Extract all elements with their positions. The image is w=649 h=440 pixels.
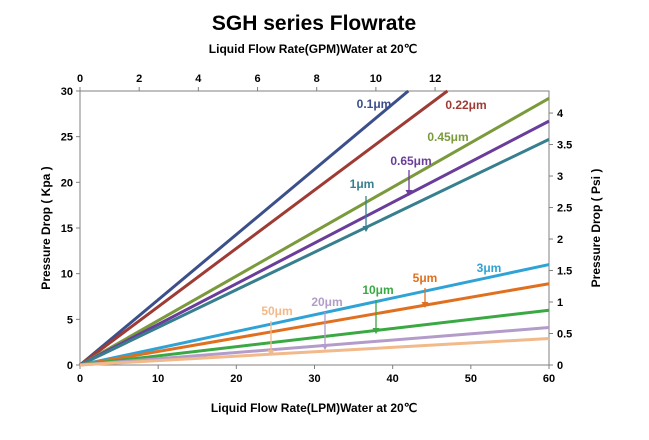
top-tick-label: 10 (370, 73, 382, 85)
bottom-tick-label: 30 (308, 373, 320, 385)
left-axis-title: Pressure Drop ( Kpa ) (39, 166, 53, 289)
left-tick-label: 0 (67, 360, 73, 372)
right-tick-label: 1.5 (557, 266, 572, 278)
bottom-axis-title: Liquid Flow Rate(LPM)Water at 20℃ (211, 401, 417, 415)
ticks-layer: 0 10 20 30 40 50 600 2 4 6 8 10 1205101520253000.511… (61, 73, 573, 385)
series-label: 50μm (261, 304, 292, 318)
label-arrow-head (321, 344, 329, 350)
top-axis-title: Liquid Flow Rate(GPM)Water at 20℃ (209, 42, 417, 56)
series-label: 0.65μm (390, 154, 431, 168)
labels-layer: 0.1μm 0.22μm 0.45μm 0.65μm 1μm 3μm 5μm 10μm 20μm… (261, 97, 501, 356)
top-tick-label: 8 (314, 73, 320, 85)
top-tick-label: 2 (136, 73, 142, 85)
top-tick-label: 4 (195, 73, 202, 85)
series-line (79, 119, 550, 367)
series-label: 10μm (362, 283, 393, 297)
series-line (79, 337, 550, 367)
right-tick-label: 4 (557, 108, 564, 120)
series-label: 5μm (413, 271, 438, 285)
right-tick-label: 3.5 (557, 140, 572, 152)
label-arrow-head (405, 190, 413, 196)
right-tick-label: 3 (557, 171, 563, 183)
left-tick-label: 10 (61, 269, 73, 281)
label-arrow-head (362, 226, 370, 232)
series-label: 0.22μm (445, 98, 486, 112)
right-tick-label: 0.5 (557, 329, 572, 341)
label-arrow-head (267, 350, 275, 356)
series-layer (79, 89, 550, 367)
series-line (79, 97, 550, 367)
left-tick-label: 25 (61, 132, 73, 144)
top-tick-label: 0 (77, 73, 83, 85)
top-tick-label: 12 (429, 73, 441, 85)
right-axis-title: Pressure Drop ( Psi ) (589, 169, 603, 288)
right-tick-label: 2.5 (557, 203, 572, 215)
series-line (79, 89, 449, 367)
right-tick-label: 2 (557, 234, 563, 246)
bottom-tick-label: 10 (152, 373, 164, 385)
chart-title: SGH series Flowrate (212, 12, 416, 35)
series-line (79, 263, 550, 367)
series-line (79, 138, 550, 367)
series-label: 3μm (477, 261, 502, 275)
series-label: 0.1μm (357, 97, 392, 111)
series-label: 0.45μm (427, 130, 468, 144)
series-line (79, 326, 550, 367)
series-label: 20μm (311, 295, 342, 309)
left-tick-label: 15 (61, 223, 73, 235)
left-tick-label: 5 (67, 314, 73, 326)
right-tick-label: 0 (557, 360, 563, 372)
bottom-tick-label: 20 (230, 373, 242, 385)
series-line (79, 282, 550, 367)
series-line (79, 89, 410, 367)
bottom-tick-label: 50 (465, 373, 477, 385)
series-line (79, 308, 550, 367)
label-arrow-head (372, 328, 380, 334)
label-arrow-head (421, 302, 429, 308)
series-label: 1μm (350, 177, 375, 191)
right-tick-label: 1 (557, 297, 563, 309)
bottom-tick-label: 60 (543, 373, 555, 385)
top-tick-label: 6 (254, 73, 260, 85)
bottom-tick-label: 40 (387, 373, 399, 385)
left-tick-label: 20 (61, 177, 73, 189)
left-tick-label: 30 (61, 86, 73, 98)
bottom-tick-label: 0 (77, 373, 83, 385)
